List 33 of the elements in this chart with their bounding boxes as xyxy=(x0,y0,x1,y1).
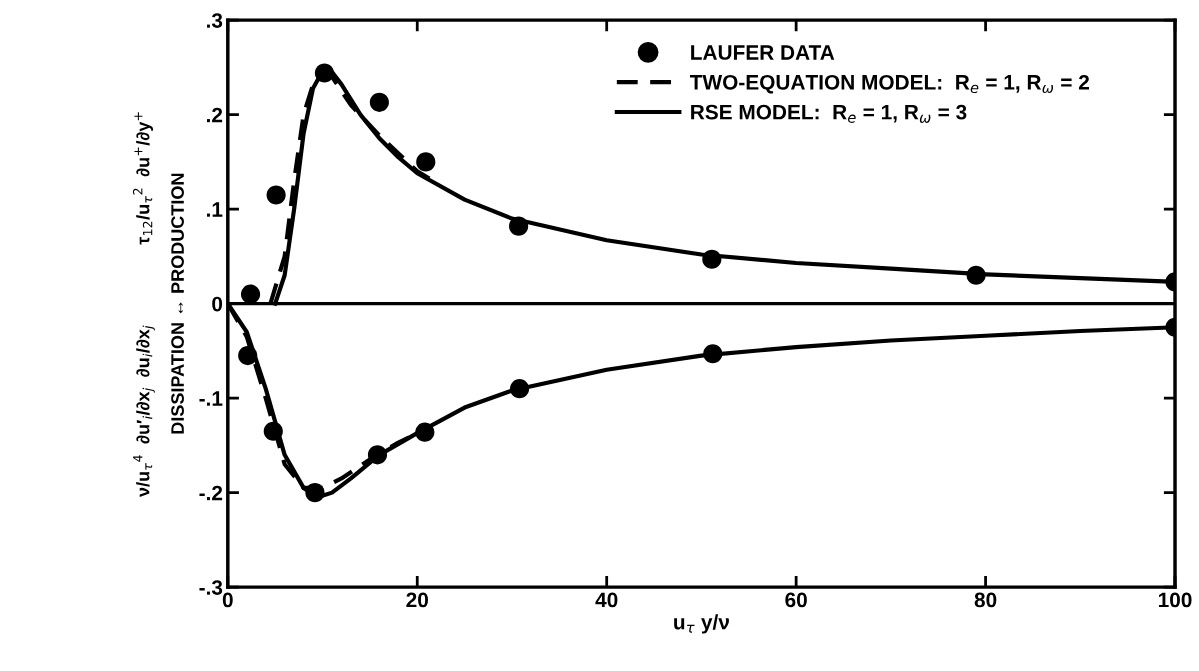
point xyxy=(966,265,986,285)
point xyxy=(305,483,325,503)
x-axis-title: u$_{τ}$ y/ν xyxy=(674,614,729,634)
legend-label: LAUFER DATA xyxy=(691,45,835,60)
x-tick-label: 0 xyxy=(222,592,233,608)
x-tick-label: 60 xyxy=(785,592,807,608)
x-tick-label: 100 xyxy=(1158,592,1192,608)
y-tick-label: .2 xyxy=(206,107,223,123)
point xyxy=(416,152,436,172)
y-tick-label: -.3 xyxy=(199,580,223,595)
x-tick-label: 20 xyxy=(406,592,428,608)
point xyxy=(240,284,261,304)
point xyxy=(369,92,389,112)
point xyxy=(238,346,258,366)
y-tick-label: .1 xyxy=(206,202,223,217)
text: ν/u$_{τ}$$^{4}$ ∂u′$_{i}$/∂x$_{j}$ ∂u$_{i}$/∂x$_{j}$ τ$_{12}$/u$_{τ}$$^{2}$ ∂u$^{+}$/∂y$^{+}$ DISSIPATION ↔ PRODUCTION xyxy=(132,112,184,497)
point xyxy=(367,445,388,465)
point xyxy=(703,344,723,364)
point xyxy=(702,249,722,269)
point xyxy=(263,421,283,441)
x-tick-label: 40 xyxy=(595,592,618,608)
y-tick-label: .3 xyxy=(206,13,223,28)
x-tick-label: 80 xyxy=(974,592,997,608)
point xyxy=(509,379,530,399)
point xyxy=(314,63,334,83)
point xyxy=(415,422,435,442)
legend-label: RSE MODEL: R$_{e}$ = 1, R$_{ω}$ = 3 xyxy=(691,104,967,123)
point xyxy=(509,216,529,236)
y-tick-label: 0 xyxy=(212,296,223,312)
y-tick-label: -.1 xyxy=(199,391,223,406)
point xyxy=(266,185,286,205)
y-tick-label: -.2 xyxy=(199,485,223,501)
legend-label: TWO-EQUATION MODEL: R$_{e}$ = 1, R$_{ω}$ = 2 xyxy=(689,74,1089,94)
